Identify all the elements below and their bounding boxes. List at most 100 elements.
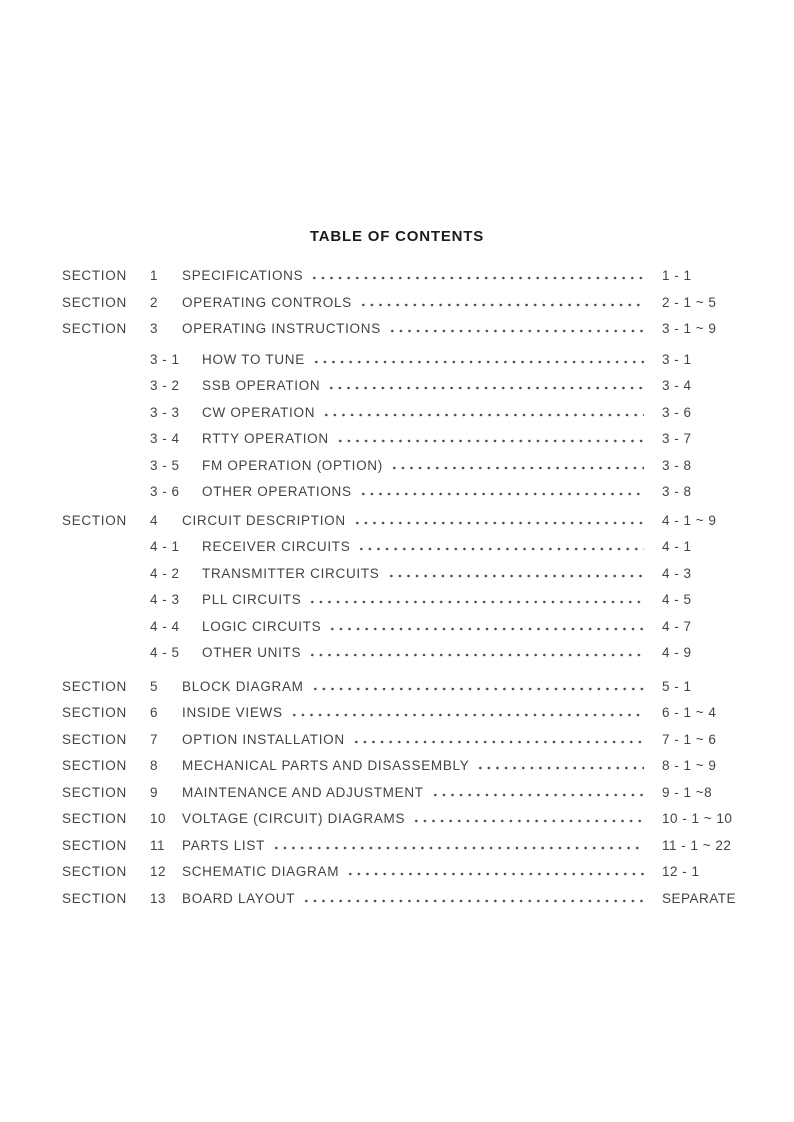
entry-title: RTTY OPERATION <box>202 431 329 446</box>
toc-row: 4 - 4 LOGIC CIRCUITS 4 - 7 <box>62 618 737 646</box>
dot-leader <box>357 539 644 551</box>
dot-leader <box>352 512 644 525</box>
entry-title: TRANSMITTER CIRCUITS <box>202 565 380 581</box>
page-ref: 3 - 4 <box>662 378 692 393</box>
toc-row: 4 - 5 OTHER UNITS 4 - 9 <box>62 645 737 672</box>
entry-title: SCHEMATIC DIAGRAM <box>182 864 340 879</box>
dot-leader <box>308 592 644 604</box>
page-ref: 4 - 1 <box>662 539 692 554</box>
section-number: 1 <box>150 268 159 283</box>
section-word: SECTION <box>62 758 127 773</box>
dot-leader <box>358 484 644 496</box>
section-number: 8 <box>150 758 159 773</box>
entry-title: INSIDE VIEWS <box>182 705 283 720</box>
toc-row: 3 - 2 SSB OPERATION 3 - 4 <box>62 378 737 405</box>
section-word: SECTION <box>62 294 127 310</box>
section-number: 13 <box>150 890 167 906</box>
toc-row: SECTION 6 INSIDE VIEWS 6 - 1 ~ 4 <box>62 705 737 732</box>
dot-leader <box>389 457 644 470</box>
toc-row: SECTION 5 BLOCK DIAGRAM 5 - 1 <box>62 678 737 706</box>
entry-title: FM OPERATION (OPTION) <box>202 457 383 473</box>
toc-row: 3 - 1 HOW TO TUNE 3 - 1 <box>62 351 737 379</box>
table-of-contents: SECTION 1 SPECIFICATIONS 1 - 1 SECTION 2… <box>62 268 737 917</box>
section-number: 3 - 3 <box>150 404 180 420</box>
dot-leader <box>310 268 644 280</box>
section-word: SECTION <box>62 678 127 694</box>
page-ref: 3 - 8 <box>662 457 692 473</box>
dot-leader <box>346 864 644 876</box>
section-number: 5 <box>150 678 159 694</box>
section-word: SECTION <box>62 512 127 528</box>
dot-leader <box>272 837 644 850</box>
section-word: SECTION <box>62 705 127 720</box>
page-ref: 4 - 9 <box>662 645 692 660</box>
page-ref: 3 - 8 <box>662 484 692 499</box>
toc-row: SECTION 7 OPTION INSTALLATION 7 - 1 ~ 6 <box>62 731 737 759</box>
page-ref: 11 - 1 ~ 22 <box>662 837 732 853</box>
page-ref: 1 - 1 <box>662 268 692 283</box>
toc-row: SECTION 4 CIRCUIT DESCRIPTION 4 - 1 ~ 9 <box>62 512 737 540</box>
toc-row: SECTION 10 VOLTAGE (CIRCUIT) DIAGRAMS 10… <box>62 811 737 838</box>
section-number: 4 - 1 <box>150 539 180 554</box>
page-ref: 4 - 3 <box>662 565 692 581</box>
section-number: 3 - 1 <box>150 351 180 367</box>
section-number: 4 - 2 <box>150 565 180 581</box>
entry-title: BOARD LAYOUT <box>182 890 296 906</box>
toc-row: SECTION 9 MAINTENANCE AND ADJUSTMENT 9 -… <box>62 784 737 812</box>
section-number: 4 <box>150 512 159 528</box>
page-ref: 2 - 1 ~ 5 <box>662 294 717 310</box>
toc-row: 3 - 6 OTHER OPERATIONS 3 - 8 <box>62 484 737 511</box>
dot-leader <box>289 705 644 717</box>
toc-row: SECTION 3 OPERATING INSTRUCTIONS 3 - 1 ~… <box>62 321 737 348</box>
section-number: 4 - 4 <box>150 618 180 634</box>
toc-row: 3 - 5 FM OPERATION (OPTION) 3 - 8 <box>62 457 737 485</box>
page-title: TABLE OF CONTENTS <box>309 228 485 245</box>
section-number: 4 - 3 <box>150 592 180 607</box>
section-word: SECTION <box>62 811 127 826</box>
section-number: 7 <box>150 731 159 747</box>
page-ref: 4 - 1 ~ 9 <box>662 512 717 528</box>
entry-title: RECEIVER CIRCUITS <box>202 539 351 554</box>
page-ref: 6 - 1 ~ 4 <box>662 705 717 720</box>
toc-row: SECTION 11 PARTS LIST 11 - 1 ~ 22 <box>62 837 737 865</box>
section-number: 9 <box>150 784 159 800</box>
dot-leader <box>358 294 644 307</box>
page-ref: 10 - 1 ~ 10 <box>662 811 733 826</box>
dot-leader <box>302 890 644 903</box>
entry-title: OPERATING CONTROLS <box>182 294 352 310</box>
section-number: 10 <box>150 811 167 826</box>
toc-row: SECTION 12 SCHEMATIC DIAGRAM 12 - 1 <box>62 864 737 891</box>
entry-title: MAINTENANCE AND ADJUSTMENT <box>182 784 424 800</box>
page-ref: 8 - 1 ~ 9 <box>662 758 717 773</box>
section-number: 3 - 2 <box>150 378 180 393</box>
entry-title: OTHER UNITS <box>202 645 302 660</box>
toc-row: 4 - 3 PLL CIRCUITS 4 - 5 <box>62 592 737 619</box>
page-ref: 3 - 7 <box>662 431 692 446</box>
entry-title: SSB OPERATION <box>202 378 321 393</box>
dot-leader <box>430 784 644 797</box>
dot-leader <box>476 758 644 770</box>
entry-title: MECHANICAL PARTS AND DISASSEMBLY <box>182 758 470 773</box>
entry-title: CW OPERATION <box>202 404 316 420</box>
entry-title: PARTS LIST <box>182 837 266 853</box>
page-ref: 4 - 5 <box>662 592 692 607</box>
page-ref: 5 - 1 <box>662 678 692 694</box>
dot-leader <box>412 811 644 823</box>
entry-title: CIRCUIT DESCRIPTION <box>182 512 346 528</box>
entry-title: HOW TO TUNE <box>202 351 305 367</box>
entry-title: OPERATING INSTRUCTIONS <box>182 321 381 336</box>
entry-title: OPTION INSTALLATION <box>182 731 345 747</box>
section-word: SECTION <box>62 837 127 853</box>
page-ref: 3 - 6 <box>662 404 692 420</box>
section-word: SECTION <box>62 864 127 879</box>
page-ref: 7 - 1 ~ 6 <box>662 731 717 747</box>
dot-leader <box>311 351 644 364</box>
toc-row: 4 - 1 RECEIVER CIRCUITS 4 - 1 <box>62 539 737 566</box>
page-ref: 3 - 1 <box>662 351 692 367</box>
toc-row: SECTION 1 SPECIFICATIONS 1 - 1 <box>62 268 737 295</box>
section-number: 4 - 5 <box>150 645 180 660</box>
dot-leader <box>322 404 644 417</box>
section-word: SECTION <box>62 731 127 747</box>
toc-row: 4 - 2 TRANSMITTER CIRCUITS 4 - 3 <box>62 565 737 593</box>
